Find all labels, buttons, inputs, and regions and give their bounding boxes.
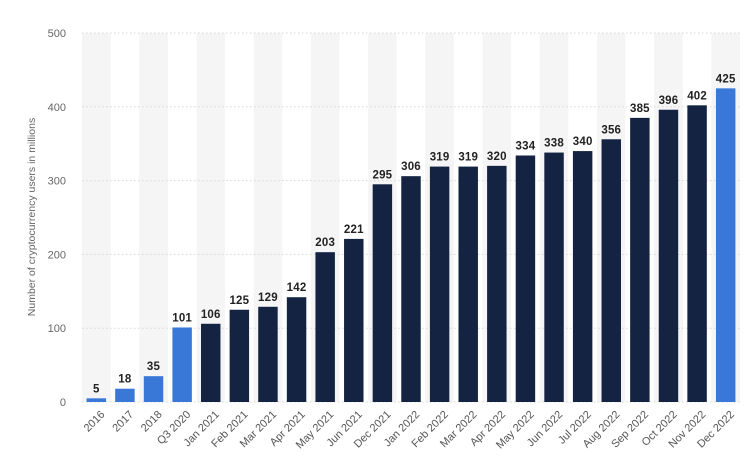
bar[interactable] (658, 109, 679, 402)
bar[interactable] (601, 139, 621, 402)
bar[interactable] (401, 176, 421, 402)
x-tick-label: 2018 (139, 409, 165, 435)
data-label: 18 (118, 374, 132, 386)
y-tick-label: 300 (48, 176, 66, 188)
bar[interactable] (715, 88, 736, 402)
bar[interactable] (372, 184, 393, 402)
y-tick-label: 0 (60, 397, 66, 409)
data-label: 425 (716, 73, 736, 85)
bar[interactable] (258, 306, 278, 402)
data-label: 338 (544, 138, 564, 150)
data-label: 125 (229, 295, 249, 307)
bar[interactable] (344, 238, 364, 402)
y-axis-ticks: 0 100 200 300 400 500 (48, 28, 66, 409)
x-tick-label: 2017 (110, 409, 136, 435)
data-label: 5 (93, 383, 100, 395)
data-label: 35 (147, 361, 161, 373)
data-label: 306 (401, 161, 421, 173)
bar[interactable] (172, 327, 192, 402)
bar[interactable] (630, 117, 650, 403)
bar[interactable] (429, 166, 450, 402)
column-band (82, 33, 111, 402)
bar[interactable] (286, 297, 307, 402)
bar[interactable] (229, 309, 250, 402)
column-band (139, 33, 168, 402)
y-tick-label: 500 (48, 28, 66, 40)
data-label: 402 (687, 90, 707, 102)
y-tick-label: 100 (48, 323, 66, 335)
bar[interactable] (86, 398, 107, 402)
bar[interactable] (115, 388, 135, 402)
data-label: 396 (659, 95, 679, 107)
bar[interactable] (487, 165, 507, 402)
data-label: 203 (315, 237, 335, 249)
bar[interactable] (544, 152, 564, 402)
data-label: 320 (487, 151, 507, 163)
data-label: 221 (344, 224, 364, 236)
bar[interactable] (201, 323, 221, 402)
data-label: 385 (630, 103, 650, 115)
bar[interactable] (458, 166, 478, 402)
data-label: 142 (287, 282, 307, 294)
data-label: 356 (601, 124, 621, 136)
y-tick-label: 200 (48, 249, 66, 261)
bar[interactable] (143, 376, 164, 402)
data-labels: 5 18 35 101 106 125 129 142 203 221 295 306 319 319 32… (93, 73, 736, 395)
data-label: 106 (201, 309, 221, 321)
bar[interactable] (515, 155, 536, 402)
bars (86, 88, 736, 403)
bar[interactable] (572, 151, 593, 402)
data-label: 319 (430, 152, 450, 164)
data-label: 295 (372, 169, 392, 181)
y-tick-label: 400 (48, 102, 66, 114)
data-label: 101 (172, 312, 192, 324)
y-axis-title: Number of cryptocurrency users in millio… (26, 118, 38, 316)
data-label: 340 (573, 136, 593, 148)
bar[interactable] (315, 252, 335, 402)
data-label: 334 (516, 141, 536, 153)
x-tick-label: 2016 (82, 409, 108, 435)
data-label: 129 (258, 292, 278, 304)
bar[interactable] (687, 105, 707, 402)
data-label: 319 (458, 152, 478, 164)
